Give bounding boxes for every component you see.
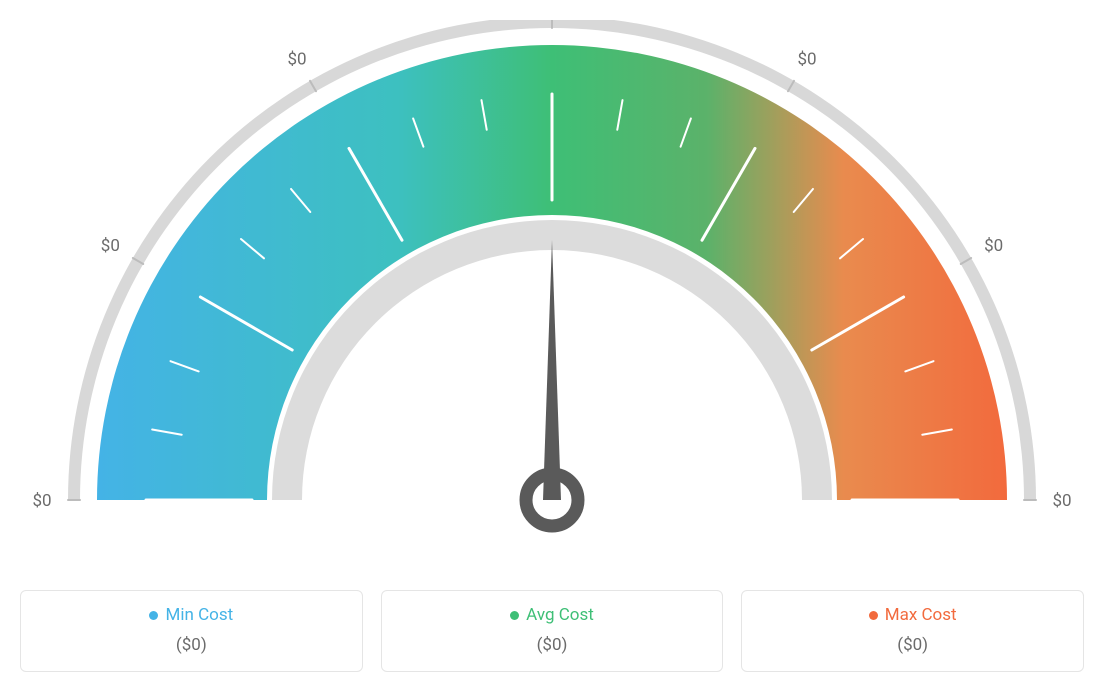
legend-row: Min Cost ($0) Avg Cost ($0) Max Cost ($0… [20,590,1084,672]
legend-value-min: ($0) [31,635,352,655]
legend-value-max: ($0) [752,635,1073,655]
legend-label-min: Min Cost [31,605,352,625]
svg-text:$0: $0 [1052,491,1071,511]
legend-label-max: Max Cost [752,605,1073,625]
svg-text:$0: $0 [984,236,1003,256]
legend-dot-min [149,611,158,620]
svg-text:$0: $0 [797,49,816,69]
legend-text-avg: Avg Cost [526,605,594,625]
legend-label-avg: Avg Cost [392,605,713,625]
svg-text:$0: $0 [32,491,51,511]
legend-card-avg: Avg Cost ($0) [381,590,724,672]
legend-card-max: Max Cost ($0) [741,590,1084,672]
legend-value-avg: ($0) [392,635,713,655]
gauge-svg: $0$0$0$0$0$0$0 [22,20,1082,560]
legend-dot-avg [510,611,519,620]
svg-text:$0: $0 [101,236,120,256]
legend-dot-max [869,611,878,620]
legend-text-min: Min Cost [165,605,233,625]
gauge-chart: $0$0$0$0$0$0$0 [20,20,1084,560]
svg-text:$0: $0 [287,49,306,69]
legend-text-max: Max Cost [885,605,957,625]
legend-card-min: Min Cost ($0) [20,590,363,672]
cost-gauge-widget: $0$0$0$0$0$0$0 Min Cost ($0) Avg Cost ($… [20,20,1084,672]
